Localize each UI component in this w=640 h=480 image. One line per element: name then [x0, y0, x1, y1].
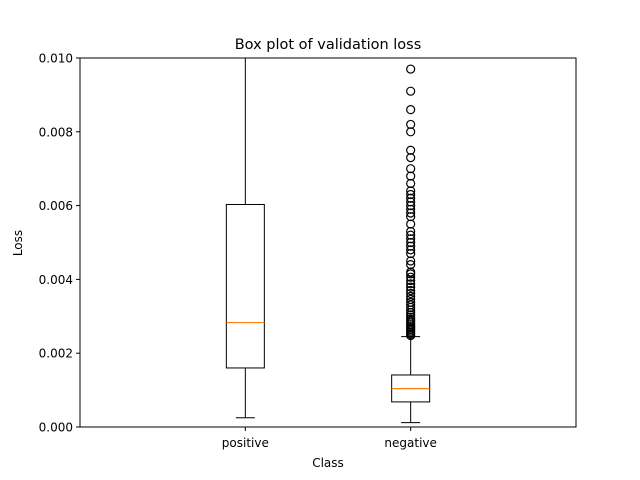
outlier-point	[406, 288, 416, 299]
outlier-point	[406, 291, 416, 301]
outlier-point	[406, 248, 416, 259]
outlier-point	[406, 294, 416, 304]
outlier-point	[406, 237, 416, 248]
outlier-point	[406, 189, 416, 200]
outlier-point	[406, 245, 416, 255]
y-tick-label: 0.006	[39, 199, 73, 213]
outlier-point	[406, 201, 416, 211]
y-tick-label: 0.004	[39, 273, 73, 287]
y-tick-label: 0.008	[39, 125, 73, 139]
outlier-point	[406, 285, 416, 296]
outlier-point	[406, 230, 416, 240]
plot-area: 0.000 0.002 0.004 0.006 0.008 0.010 positive ne…	[39, 52, 437, 451]
outlier-point	[406, 105, 416, 115]
chart-title: Box plot of validation loss	[235, 37, 422, 53]
outlier-point	[406, 145, 416, 155]
axes-frame	[79, 57, 577, 428]
outlier-point	[406, 153, 416, 163]
y-tick-label: 0.010	[39, 52, 73, 66]
outlier-point	[406, 226, 416, 237]
outlier-point	[406, 204, 416, 214]
outlier-point	[406, 171, 416, 181]
y-tick-label: 0.002	[39, 347, 73, 361]
outlier-point	[406, 282, 416, 292]
outlier-point	[406, 272, 416, 282]
outlier-point	[406, 208, 416, 218]
outlier-point	[406, 260, 416, 270]
outlier-point	[406, 178, 416, 189]
x-tick-label: positive	[222, 436, 269, 450]
box-iqr	[225, 203, 265, 369]
outlier-point	[406, 86, 416, 96]
outlier-point	[406, 186, 416, 196]
outlier-point	[406, 256, 416, 266]
box-group-negative	[391, 64, 431, 424]
y-axis-label: Loss	[11, 230, 25, 256]
outlier-point	[406, 234, 416, 244]
x-axis-label: Class	[312, 456, 344, 470]
outlier-point	[406, 241, 416, 251]
x-tick-label: negative	[384, 436, 436, 450]
outlier-point	[406, 127, 416, 137]
outlier-point	[406, 212, 416, 222]
outlier-point	[406, 119, 416, 130]
outlier-point	[406, 164, 416, 174]
outlier-point	[406, 64, 416, 74]
outlier-point	[406, 297, 416, 307]
outlier-point	[406, 279, 416, 289]
y-tick-label: 0.000	[39, 421, 73, 435]
outlier-point	[406, 193, 416, 203]
outlier-point	[406, 219, 416, 229]
outlier-point	[406, 197, 416, 207]
outlier-point	[406, 267, 416, 277]
box-group-positive	[225, 58, 265, 419]
